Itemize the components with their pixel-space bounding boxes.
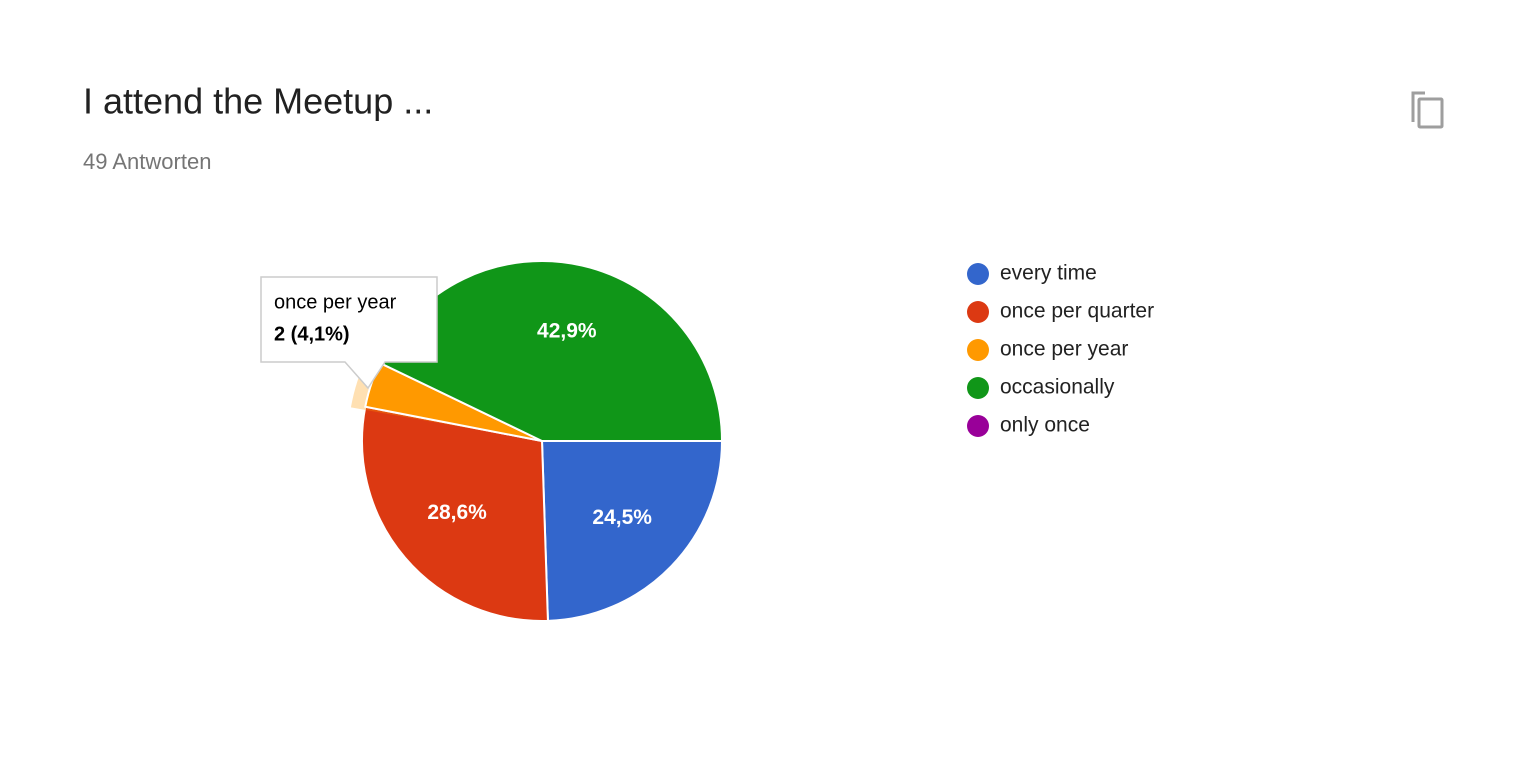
copy-icon-back [1411, 91, 1425, 122]
legend-label: occasionally [1000, 376, 1115, 399]
pie-slice [540, 440, 724, 622]
tooltip: once per year 2 (4,1%) [260, 276, 438, 390]
legend-label: once per quarter [1000, 300, 1154, 323]
chart-title: I attend the Meetup ... [83, 81, 433, 122]
chart-subtitle: 49 Antworten [83, 149, 211, 174]
legend-label: once per year [1000, 338, 1128, 361]
legend-label: every time [1000, 262, 1097, 285]
legend-swatch [967, 377, 989, 399]
tooltip-value: 2 (4,1%) [274, 323, 350, 345]
slice-label: 42,9% [537, 320, 597, 343]
legend-swatch [967, 339, 989, 361]
legend-swatch [967, 415, 989, 437]
tooltip-category: once per year [274, 291, 397, 313]
copy-icon-front [1417, 97, 1444, 129]
slice-label: 28,6% [427, 501, 487, 524]
slice-label: 24,5% [592, 506, 652, 529]
legend-label: only once [1000, 414, 1090, 437]
copy-icon[interactable] [1411, 91, 1444, 129]
pie-slice [361, 405, 549, 622]
tooltip-box [260, 276, 438, 390]
legend-swatch [967, 263, 989, 285]
legend-swatch [967, 301, 989, 323]
